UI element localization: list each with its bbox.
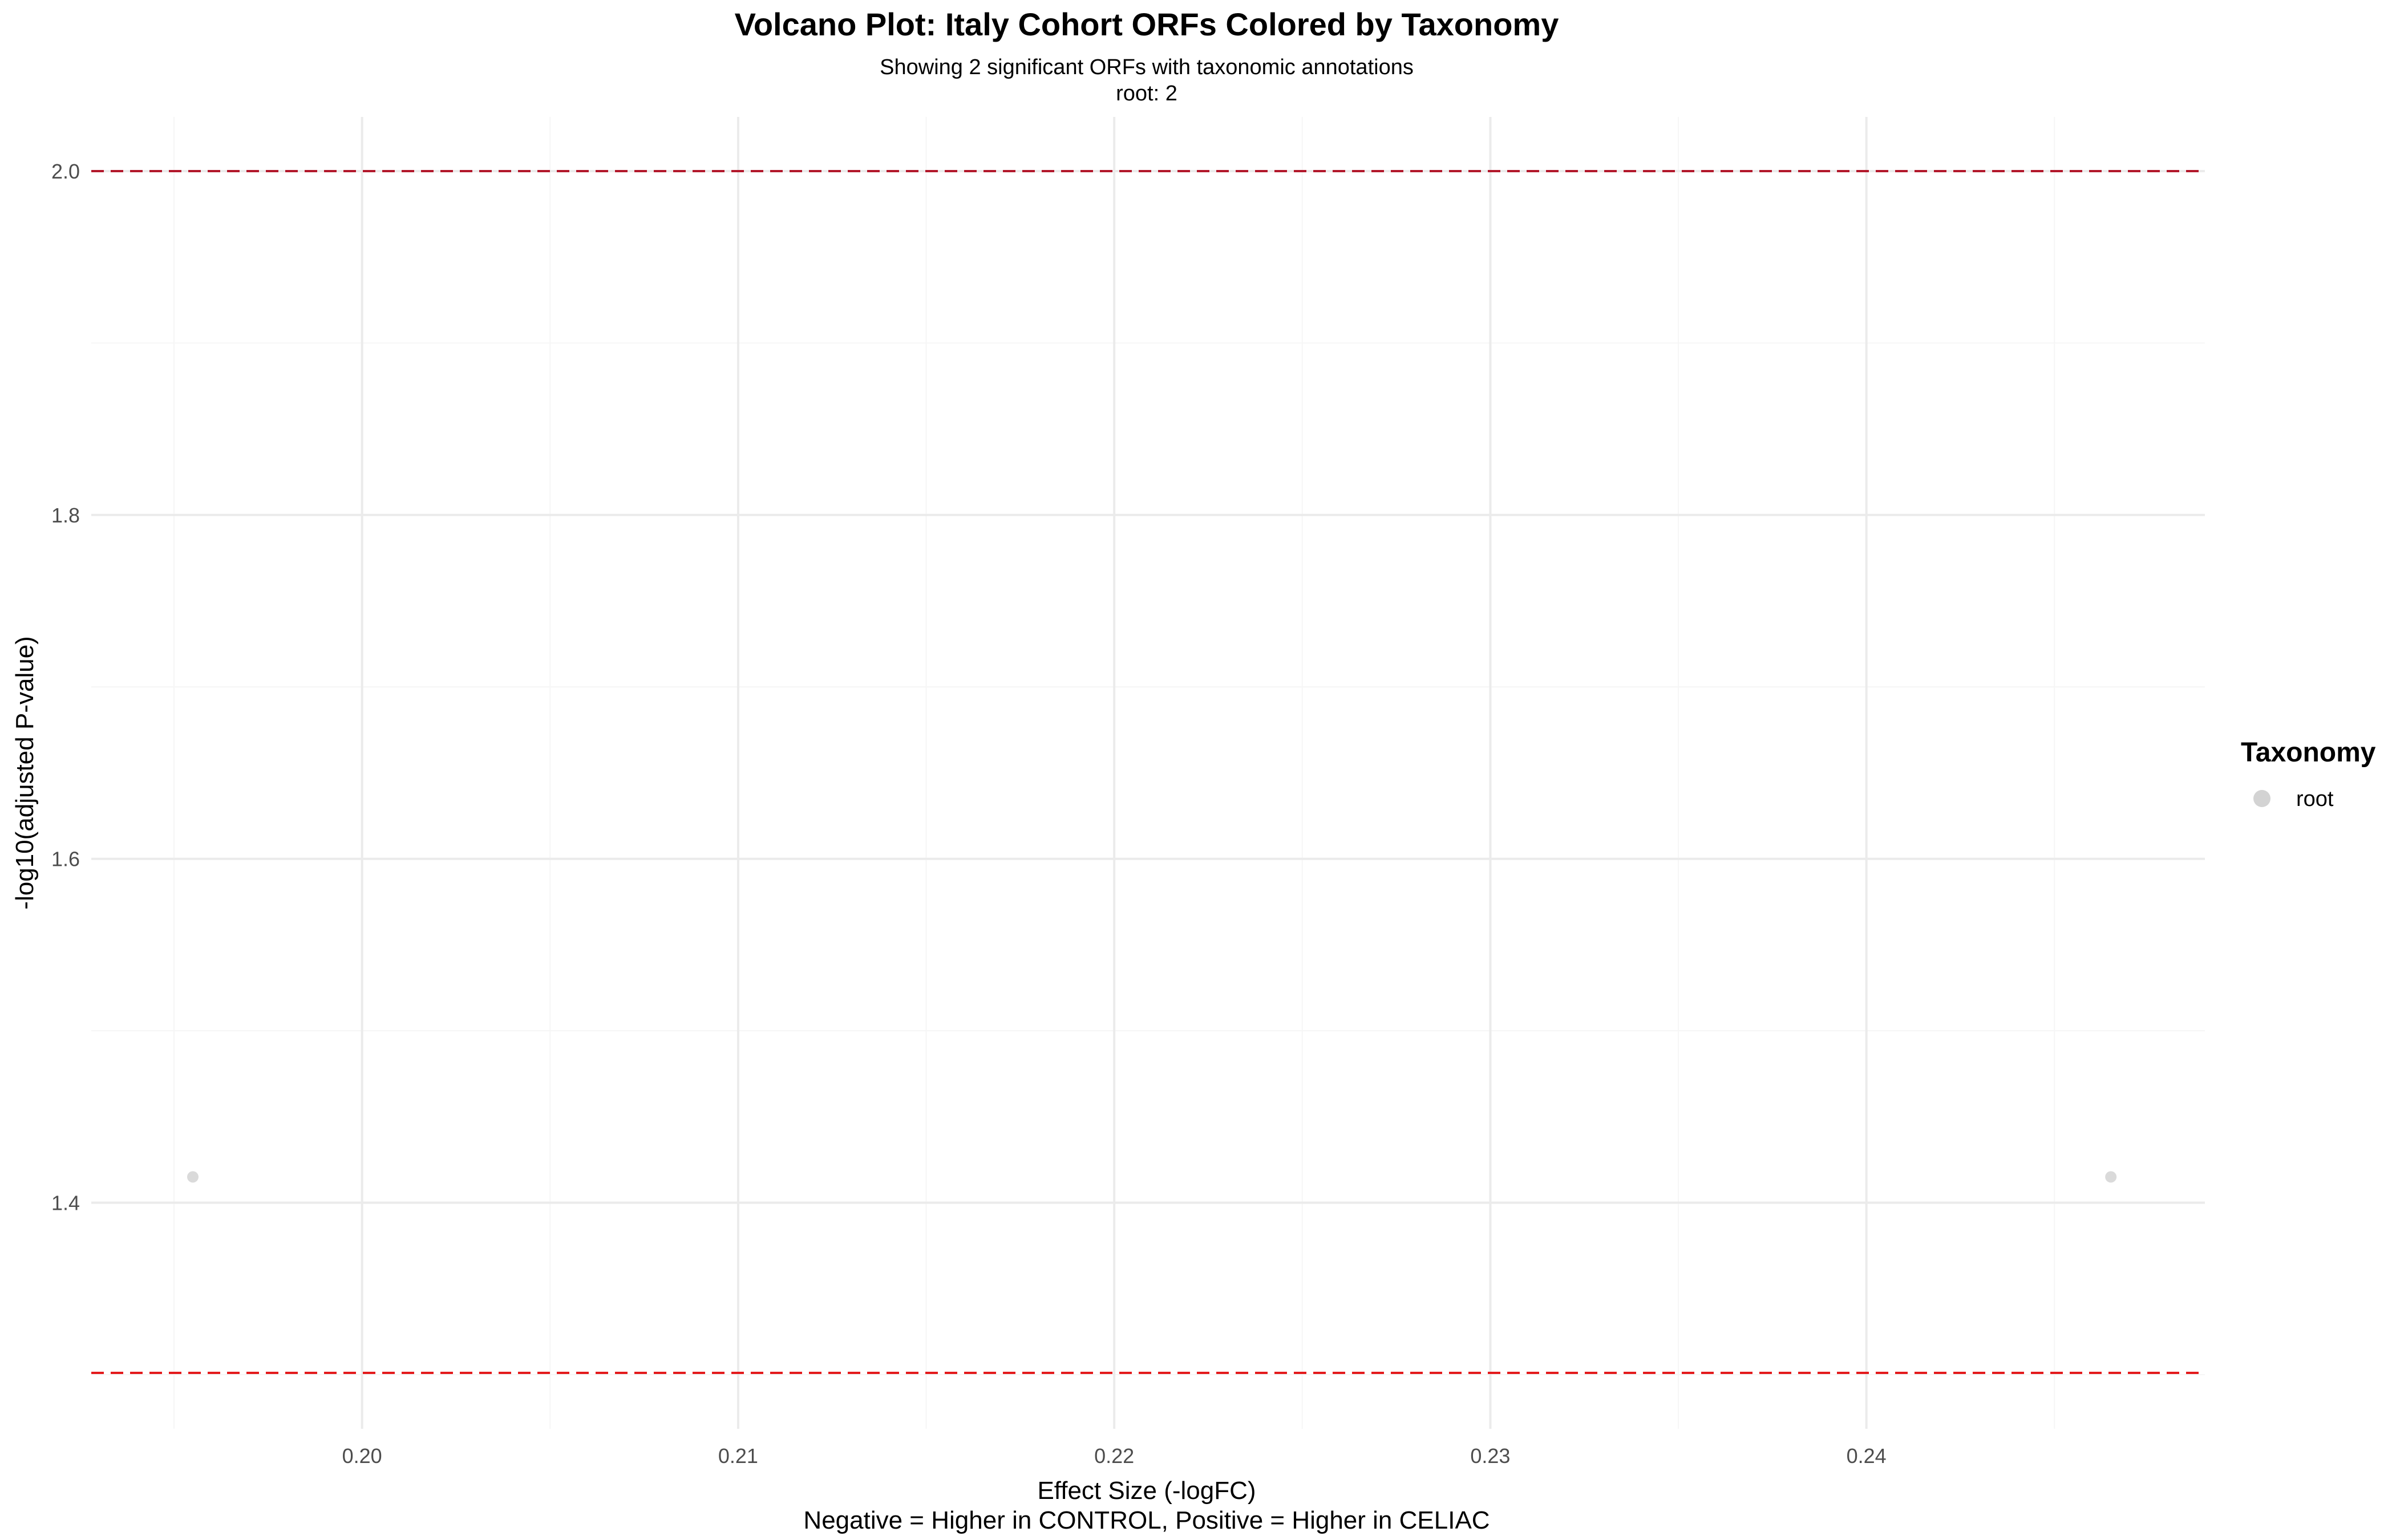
- x-axis-title: Effect Size (-logFC): [1037, 1477, 1256, 1505]
- x-tick-label: 0.20: [342, 1444, 382, 1468]
- x-tick-label: 0.22: [1094, 1444, 1134, 1468]
- y-tick-label: 2.0: [51, 160, 80, 183]
- x-tick-label: 0.24: [1847, 1444, 1887, 1468]
- legend-swatch: [2253, 790, 2270, 807]
- x-axis-subtitle: Negative = Higher in CONTROL, Positive =…: [803, 1506, 1490, 1534]
- x-tick-label: 0.21: [718, 1444, 758, 1468]
- chart-subtitle-line-2: root: 2: [1116, 82, 1177, 106]
- data-point: [187, 1171, 199, 1183]
- chart-subtitle-line-1: Showing 2 significant ORFs with taxonomi…: [880, 55, 1414, 79]
- x-tick-label: 0.23: [1470, 1444, 1510, 1468]
- y-axis-title: -log10(adjusted P-value): [11, 636, 39, 909]
- y-tick-label: 1.8: [51, 504, 80, 527]
- chart-title: Volcano Plot: Italy Cohort ORFs Colored …: [735, 6, 1559, 42]
- legend-title: Taxonomy: [2241, 737, 2376, 768]
- legend-items: root: [2253, 787, 2334, 811]
- y-tick-label: 1.6: [51, 848, 80, 871]
- y-tick-label: 1.4: [51, 1192, 80, 1215]
- legend: Taxonomy root: [2241, 737, 2376, 811]
- plot-panel: 0.20 0.21 0.22 0.23 0.24 1.4 1.6 1.8 2.0: [51, 117, 2205, 1468]
- data-point: [2105, 1171, 2117, 1183]
- legend-label: root: [2296, 787, 2334, 811]
